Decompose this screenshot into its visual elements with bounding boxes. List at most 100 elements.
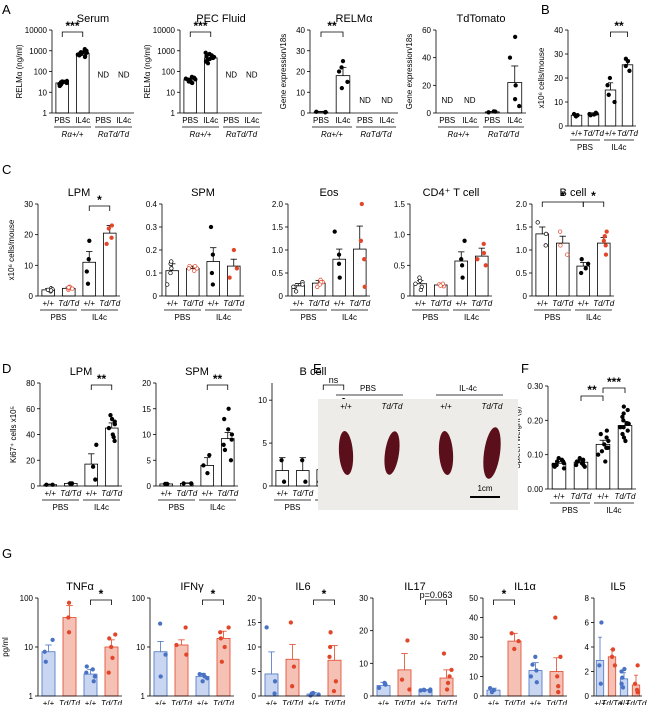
- significance-label: *: [99, 587, 104, 601]
- panel-letter-G: G: [2, 546, 12, 561]
- x-tick-label: +/+: [197, 699, 209, 705]
- y-tick-label: 20: [554, 74, 563, 83]
- data-point: [606, 438, 611, 444]
- y-tick-label: 0.00: [527, 485, 543, 494]
- bar: [185, 267, 200, 297]
- significance-bracket: [582, 201, 605, 207]
- y-tick-label: 10: [38, 88, 47, 97]
- data-point: [483, 263, 488, 268]
- data-point: [290, 684, 295, 689]
- x-tick-label: +/+: [618, 699, 630, 705]
- x-tick-label: +/+: [455, 299, 467, 308]
- data-point: [181, 481, 186, 486]
- data-point: [183, 625, 188, 630]
- x-tick-label: Td/Td: [349, 299, 370, 308]
- data-point: [603, 459, 608, 464]
- x-tick-label: PBS: [182, 116, 198, 125]
- group-label: Rα+/+: [62, 130, 84, 139]
- nd-label: ND: [464, 96, 476, 105]
- group-label: IL4c: [216, 313, 231, 322]
- significance-bracket: [580, 395, 604, 401]
- y-axis-label: pg/ml: [1, 637, 10, 657]
- data-point: [585, 261, 591, 266]
- panel-letter-A: A: [2, 2, 11, 17]
- x-tick-label: +/+: [597, 492, 609, 501]
- data-point: [535, 220, 540, 225]
- x-tick-label: +/+: [85, 489, 97, 498]
- significance-bracket: [90, 384, 113, 390]
- significance-label: ***: [65, 19, 79, 33]
- group-label: PBS: [422, 313, 438, 322]
- data-point: [487, 686, 493, 691]
- y-tick-label: 15: [247, 619, 256, 628]
- data-point: [222, 644, 227, 650]
- y-tick-label: 8: [585, 594, 590, 603]
- data-point: [169, 266, 174, 271]
- scale-bar-label: 1cm: [477, 484, 492, 493]
- y-tick-label: 6: [585, 619, 590, 628]
- data-point: [339, 85, 344, 91]
- chart-title: Eos: [320, 187, 339, 199]
- bar: [621, 64, 634, 127]
- y-tick-label: 40: [422, 54, 431, 63]
- data-point: [70, 286, 75, 291]
- group-label: PBS: [300, 313, 316, 322]
- chart-title: IL5: [610, 581, 625, 593]
- chart-c4: CD4⁺ T cell 0 0.5 1.0 1.5 +/+ Td/Td +/+ Td/Td PBS…: [394, 187, 493, 322]
- data-point: [327, 654, 332, 659]
- data-point: [50, 637, 55, 642]
- significance-label: *: [97, 193, 102, 207]
- data-point: [337, 275, 342, 280]
- data-point: [554, 459, 560, 464]
- data-point: [621, 425, 626, 430]
- y-tick-label: 1000: [29, 47, 47, 56]
- y-tick-label: 40: [554, 26, 563, 35]
- group-label: IL4c: [94, 503, 109, 512]
- y-tick-label: 30: [296, 47, 305, 56]
- data-point: [210, 282, 216, 287]
- data-point: [92, 674, 98, 679]
- data-point: [93, 477, 98, 482]
- x-tick-label: +/+: [155, 699, 167, 705]
- x-tick-label: Td/Td: [617, 129, 638, 138]
- photo-group-label: IL-4c: [459, 384, 477, 393]
- chart-title: PEC Fluid: [196, 13, 246, 25]
- data-point: [481, 250, 487, 256]
- x-tick-label: Td/Td: [504, 699, 525, 705]
- data-point: [575, 459, 581, 464]
- data-point: [90, 667, 95, 672]
- y-tick-label: 60: [26, 405, 35, 414]
- data-point: [475, 257, 480, 262]
- data-point: [42, 649, 47, 654]
- data-point: [108, 413, 113, 418]
- x-tick-label: +/+: [166, 299, 178, 308]
- data-point: [573, 113, 578, 119]
- data-point: [441, 651, 447, 656]
- data-point: [623, 63, 628, 69]
- data-point: [84, 269, 89, 274]
- data-point: [106, 425, 112, 431]
- x-tick-label: Td/Td: [60, 489, 81, 498]
- chart-title: IL6: [295, 581, 310, 593]
- x-tick-label: Td/Td: [324, 699, 345, 705]
- y-axis-label: RELMα (ng/ml): [143, 44, 152, 98]
- data-point: [111, 434, 116, 440]
- data-point: [228, 458, 234, 463]
- data-point: [207, 452, 212, 458]
- data-point: [516, 638, 521, 644]
- x-tick-label: +/+: [333, 299, 345, 308]
- data-point: [279, 458, 284, 463]
- y-tick-label: 0.5: [394, 261, 406, 270]
- y-tick-label: 100: [132, 594, 146, 603]
- data-point: [621, 411, 626, 416]
- x-tick-label: IL4c: [203, 116, 218, 125]
- x-tick-label: PBS: [313, 116, 329, 125]
- x-tick-label: +/+: [420, 699, 432, 705]
- data-point: [486, 110, 491, 115]
- data-point: [438, 283, 443, 288]
- x-tick-label: PBS: [223, 116, 239, 125]
- y-tick-label: 0: [427, 109, 432, 118]
- data-point: [621, 418, 626, 423]
- group-label: IL4c: [92, 313, 107, 322]
